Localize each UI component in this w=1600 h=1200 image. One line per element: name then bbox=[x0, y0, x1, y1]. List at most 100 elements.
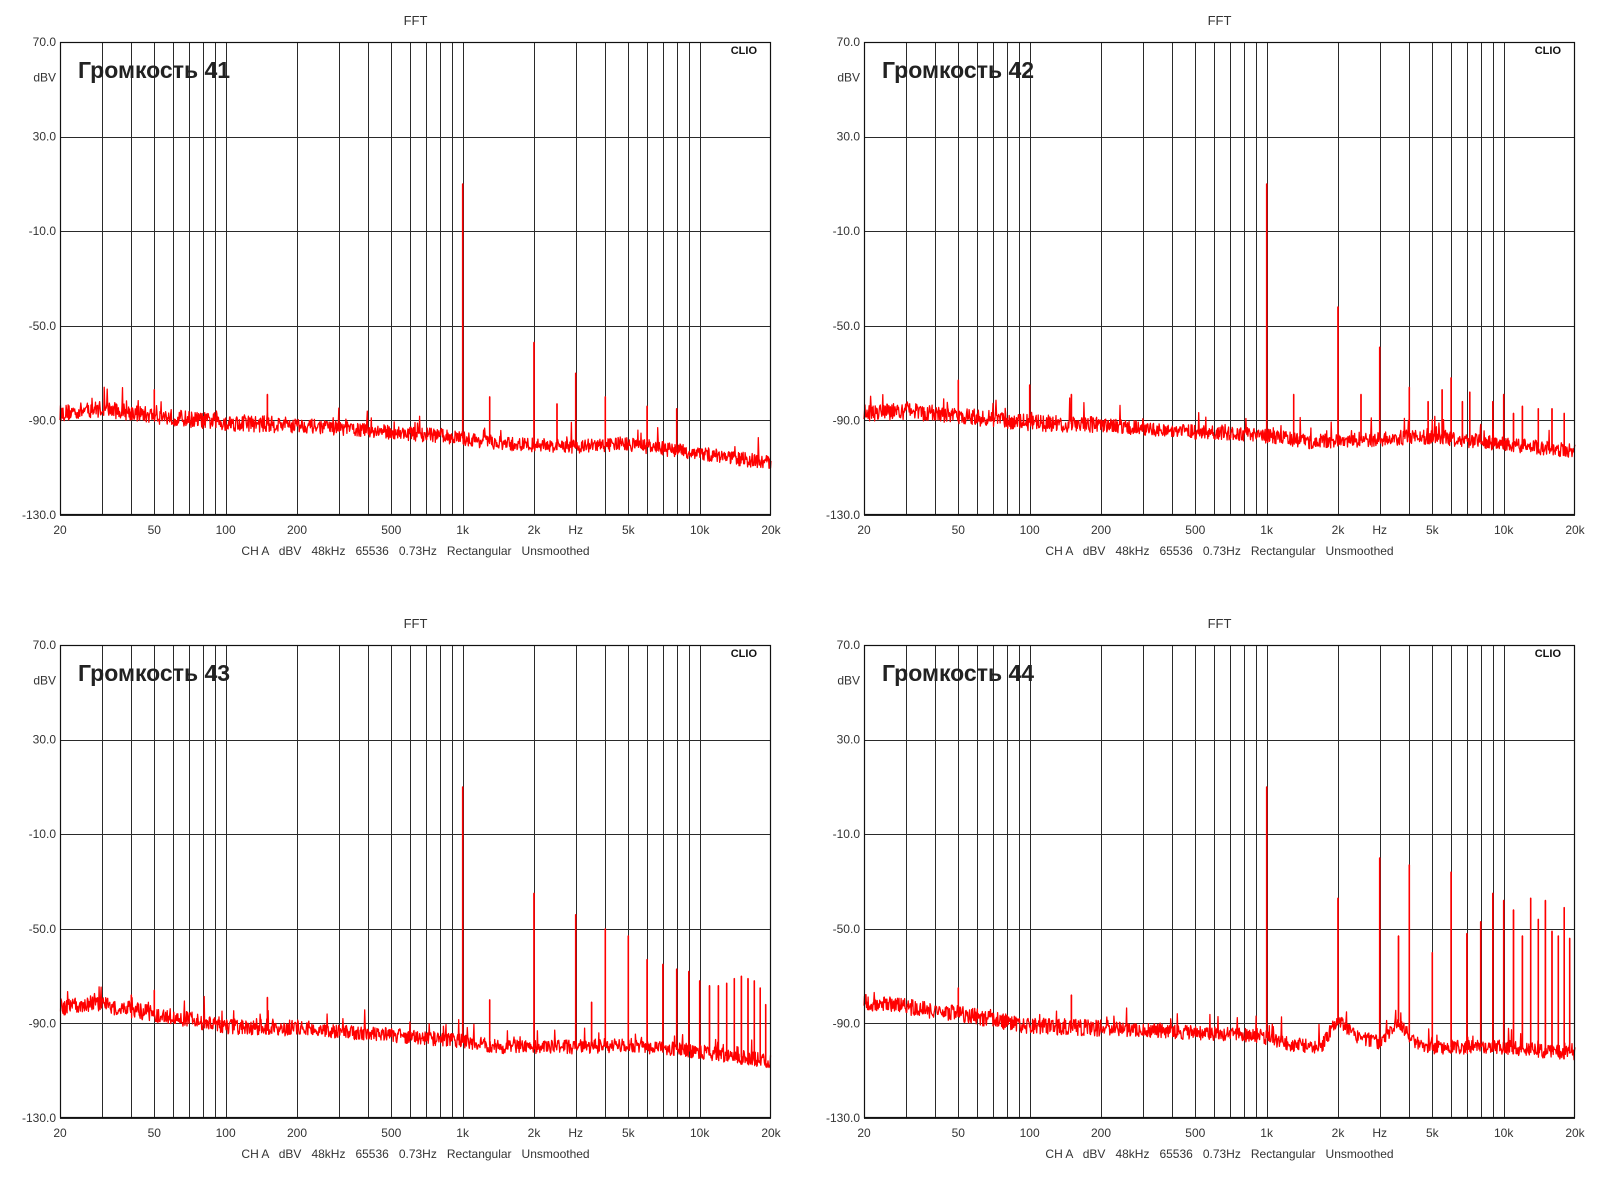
measurement-settings: CH A dBV 48kHz 65536 0.73Hz Rectangular … bbox=[1045, 544, 1393, 558]
x-tick-label: 2k bbox=[1332, 1126, 1346, 1140]
x-tick-label: 10k bbox=[1494, 1126, 1514, 1140]
measurement-settings: CH A dBV 48kHz 65536 0.73Hz Rectangular … bbox=[241, 544, 589, 558]
chart-title: FFT bbox=[1208, 13, 1232, 28]
x-tick-label: 5k bbox=[622, 523, 636, 537]
y-tick-label: -90.0 bbox=[29, 413, 57, 427]
volume-annotation: Громкость 44 bbox=[882, 660, 1034, 686]
y-tick-label: -130.0 bbox=[826, 1111, 860, 1125]
y-axis-label: dBV bbox=[837, 70, 860, 84]
x-tick-label: 20 bbox=[857, 1126, 871, 1140]
y-tick-label: 30.0 bbox=[837, 130, 861, 144]
fft-chart-3: FFT 70.0 30.0 -10.0 -50.0 -90.0 -130.0 dBV 20 50 1… bbox=[22, 616, 782, 1161]
x-tick-label: 50 bbox=[148, 523, 162, 537]
x-tick-label: 50 bbox=[952, 523, 966, 537]
x-tick-label: 10k bbox=[690, 523, 710, 537]
x-tick-label: 5k bbox=[622, 1126, 636, 1140]
x-tick-label: 100 bbox=[216, 1126, 236, 1140]
x-tick-label: 200 bbox=[1091, 523, 1111, 537]
x-tick-label: 10k bbox=[690, 1126, 710, 1140]
brand-logo-text: CLIO bbox=[1535, 648, 1562, 660]
spectrum-trace bbox=[59, 183, 772, 469]
x-tick-label: 500 bbox=[1185, 523, 1205, 537]
measurement-settings: CH A dBV 48kHz 65536 0.73Hz Rectangular … bbox=[241, 1147, 589, 1161]
y-axis-label: dBV bbox=[837, 673, 860, 687]
x-tick-label: 20k bbox=[1565, 1126, 1585, 1140]
x-tick-label: 2k bbox=[1332, 523, 1346, 537]
volume-annotation: Громкость 41 bbox=[78, 57, 230, 83]
fft-chart-1: FFT 70.0 30.0 -10.0 -50.0 -90.0 -130.0 dBV 20 50 1… bbox=[22, 13, 782, 558]
y-tick-label: -50.0 bbox=[833, 922, 861, 936]
spectrum-trace bbox=[863, 786, 1576, 1061]
x-tick-label: 50 bbox=[952, 1126, 966, 1140]
x-tick-label: 10k bbox=[1494, 523, 1514, 537]
plot-frame bbox=[863, 41, 1576, 516]
y-tick-label: 70.0 bbox=[33, 35, 57, 49]
brand-logo-text: CLIO bbox=[731, 648, 758, 660]
x-tick-label: 20 bbox=[53, 523, 67, 537]
y-tick-label: -90.0 bbox=[833, 1016, 861, 1030]
x-tick-label: 20 bbox=[857, 523, 871, 537]
y-tick-label: -10.0 bbox=[833, 827, 861, 841]
x-tick-label: 50 bbox=[148, 1126, 162, 1140]
volume-annotation: Громкость 43 bbox=[78, 660, 230, 686]
y-tick-label: -90.0 bbox=[29, 1016, 57, 1030]
x-axis-label: Hz bbox=[1372, 523, 1387, 537]
plot-frame bbox=[59, 41, 772, 516]
chart-title: FFT bbox=[404, 13, 428, 28]
fft-chart-2: FFT 70.0 30.0 -10.0 -50.0 -90.0 -130.0 dBV 20 50 1… bbox=[826, 13, 1586, 558]
y-tick-label: -50.0 bbox=[833, 319, 861, 333]
chart-title: FFT bbox=[1208, 616, 1232, 631]
x-tick-label: 100 bbox=[1020, 1126, 1040, 1140]
x-tick-label: 1k bbox=[1260, 1126, 1274, 1140]
y-tick-label: 30.0 bbox=[837, 733, 861, 747]
x-tick-label: 20k bbox=[761, 1126, 781, 1140]
x-tick-label: 5k bbox=[1426, 523, 1440, 537]
x-tick-label: 20k bbox=[761, 523, 781, 537]
x-tick-label: 200 bbox=[1091, 1126, 1111, 1140]
fft-chart-4: FFT 70.0 30.0 -10.0 -50.0 -90.0 -130.0 dBV 20 50 1… bbox=[826, 616, 1586, 1161]
x-tick-label: 500 bbox=[381, 523, 401, 537]
y-tick-label: -130.0 bbox=[826, 508, 860, 522]
y-tick-label: -50.0 bbox=[29, 922, 57, 936]
x-axis-label: Hz bbox=[1372, 1126, 1387, 1140]
y-tick-label: 30.0 bbox=[33, 130, 57, 144]
y-tick-label: -10.0 bbox=[29, 827, 57, 841]
y-tick-label: -10.0 bbox=[29, 224, 57, 238]
plot-frame bbox=[59, 644, 772, 1119]
brand-logo-text: CLIO bbox=[1535, 45, 1562, 57]
x-tick-label: 100 bbox=[216, 523, 236, 537]
x-tick-label: 20 bbox=[53, 1126, 67, 1140]
y-tick-label: 70.0 bbox=[33, 638, 57, 652]
x-axis-label: Hz bbox=[568, 523, 583, 537]
x-tick-label: 500 bbox=[1185, 1126, 1205, 1140]
y-tick-label: -130.0 bbox=[22, 1111, 56, 1125]
y-axis-label: dBV bbox=[33, 70, 56, 84]
x-tick-label: 2k bbox=[528, 523, 542, 537]
volume-annotation: Громкость 42 bbox=[882, 57, 1034, 83]
x-tick-label: 5k bbox=[1426, 1126, 1440, 1140]
x-tick-label: 200 bbox=[287, 1126, 307, 1140]
y-tick-label: -50.0 bbox=[29, 319, 57, 333]
x-tick-label: 1k bbox=[456, 523, 470, 537]
x-tick-label: 20k bbox=[1565, 523, 1585, 537]
x-tick-label: 1k bbox=[1260, 523, 1274, 537]
x-tick-label: 500 bbox=[381, 1126, 401, 1140]
x-tick-label: 2k bbox=[528, 1126, 542, 1140]
x-tick-label: 1k bbox=[456, 1126, 470, 1140]
y-tick-label: 30.0 bbox=[33, 733, 57, 747]
y-tick-label: 70.0 bbox=[837, 638, 861, 652]
chart-title: FFT bbox=[404, 616, 428, 631]
y-tick-label: -130.0 bbox=[22, 508, 56, 522]
y-tick-label: -10.0 bbox=[833, 224, 861, 238]
spectrum-trace bbox=[863, 183, 1576, 458]
y-axis-label: dBV bbox=[33, 673, 56, 687]
measurement-settings: CH A dBV 48kHz 65536 0.73Hz Rectangular … bbox=[1045, 1147, 1393, 1161]
x-axis-label: Hz bbox=[568, 1126, 583, 1140]
y-tick-label: 70.0 bbox=[837, 35, 861, 49]
x-tick-label: 100 bbox=[1020, 523, 1040, 537]
y-tick-label: -90.0 bbox=[833, 413, 861, 427]
brand-logo-text: CLIO bbox=[731, 45, 758, 57]
plot-frame bbox=[863, 644, 1576, 1119]
